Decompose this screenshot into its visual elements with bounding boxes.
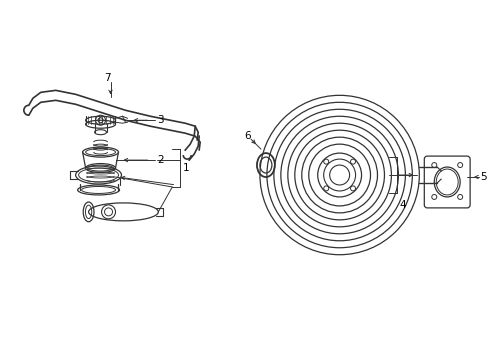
Text: 1: 1	[183, 163, 189, 173]
Text: 7: 7	[104, 73, 111, 84]
Text: 2: 2	[157, 155, 163, 165]
Text: 4: 4	[399, 200, 405, 210]
Text: 3: 3	[157, 115, 163, 125]
Text: 5: 5	[479, 172, 486, 182]
Text: 6: 6	[244, 131, 251, 141]
